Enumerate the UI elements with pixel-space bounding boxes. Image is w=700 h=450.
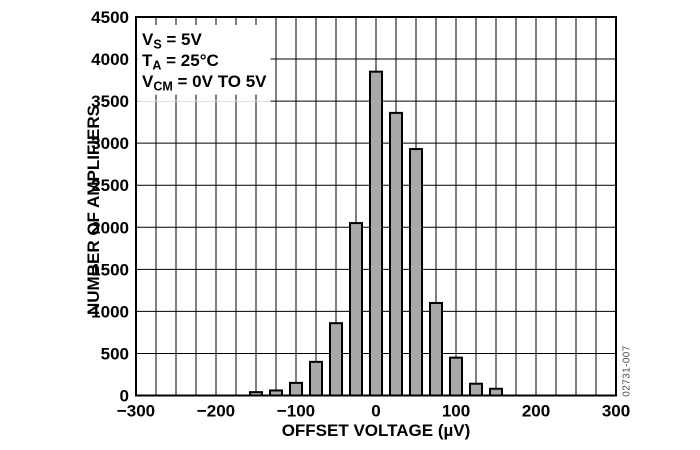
x-tick-label: −300: [117, 402, 155, 421]
annotation-symbol: V: [142, 72, 154, 91]
y-tick-label: 2000: [91, 218, 129, 237]
x-tick-label: −200: [197, 402, 235, 421]
x-axis-title: OFFSET VOLTAGE (µV): [281, 421, 471, 440]
histogram-bar: [309, 360, 323, 397]
histogram-bar: [289, 381, 303, 397]
y-tick-label: 4000: [91, 50, 129, 69]
annotation-value: = 5V: [161, 30, 202, 49]
annotation-symbol: V: [142, 30, 154, 49]
y-tick-label: 2500: [91, 176, 129, 195]
plot-border: [135, 16, 617, 397]
annotation-subscript: S: [153, 37, 162, 52]
histogram-bar: [429, 301, 443, 397]
histogram-bar: [329, 322, 343, 397]
annotation-subscript: CM: [153, 79, 173, 94]
histogram-bar: [349, 222, 363, 397]
annotation-line-vs: VS = 5V: [142, 29, 267, 52]
histogram-bar: [449, 356, 463, 397]
histogram-bar: [469, 382, 483, 397]
histogram-bar: [489, 387, 503, 397]
annotation-value: = 0V TO 5V: [172, 72, 267, 91]
x-tick-label: 200: [522, 402, 550, 421]
annotation-value: = 25°C: [161, 51, 219, 70]
y-tick-label: 0: [120, 387, 129, 406]
figure-number-watermark: 02731-007: [621, 345, 633, 397]
test-conditions-annotation: VS = 5V TA = 25°C VCM = 0V TO 5V: [142, 29, 267, 94]
histogram-bar: [389, 111, 403, 397]
x-tick-label: 0: [371, 402, 380, 421]
y-tick-label: 4500: [91, 8, 129, 27]
x-tick-label: 100: [442, 402, 470, 421]
histogram-bar: [369, 70, 383, 397]
annotation-line-ta: TA = 25°C: [142, 50, 267, 73]
y-tick-label: 500: [101, 344, 129, 363]
x-tick-label: −100: [277, 402, 315, 421]
annotation-symbol: T: [142, 51, 153, 70]
y-tick-label: 1500: [91, 260, 129, 279]
annotation-line-vcm: VCM = 0V TO 5V: [142, 71, 267, 94]
annotation-backdrop: [137, 18, 271, 102]
x-tick-label: 300: [602, 402, 630, 421]
y-axis-title: NUMBER OF AMPLIFIERS: [84, 105, 103, 315]
y-tick-label: 3000: [91, 134, 129, 153]
histogram-bar: [409, 148, 423, 397]
y-tick-label: 1000: [91, 302, 129, 321]
y-tick-label: 3500: [91, 92, 129, 111]
annotation-subscript: A: [152, 58, 162, 73]
